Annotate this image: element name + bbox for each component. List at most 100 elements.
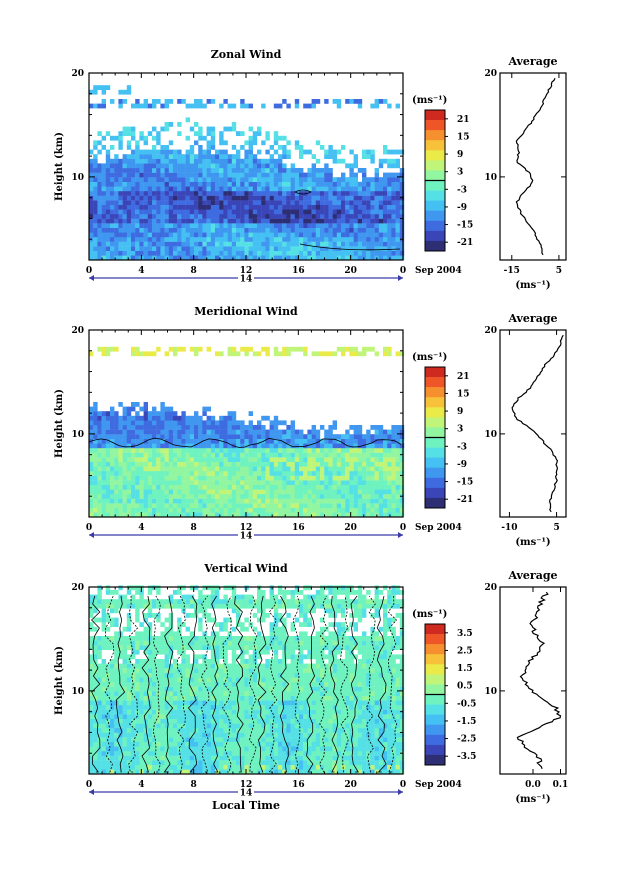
heatmap-cell: [147, 232, 153, 238]
heatmap-cell: [231, 168, 237, 173]
heatmap-cell: [135, 223, 140, 228]
heatmap-cell: [391, 195, 396, 201]
heatmap-cell: [93, 452, 98, 458]
heatmap-cell: [362, 498, 367, 504]
heatmap-cell: [198, 695, 203, 701]
heatmap-cell: [114, 186, 119, 192]
heatmap-cell: [210, 195, 216, 201]
heatmap-cell: [135, 241, 140, 247]
heatmap-cell: [341, 255, 346, 261]
heatmap-cell: [177, 746, 182, 752]
heatmap-cell: [101, 457, 106, 462]
heatmap-cell: [345, 434, 350, 439]
heatmap-cell: [97, 223, 102, 228]
heatmap-cell: [185, 672, 190, 678]
colorbar-tick-label: 15: [457, 389, 470, 399]
heatmap-cell: [198, 443, 203, 449]
heatmap-cell: [252, 172, 258, 178]
heatmap-cell: [336, 507, 342, 513]
heatmap-cell: [236, 498, 241, 504]
heatmap-cell: [311, 154, 316, 159]
heatmap-cell: [93, 457, 98, 462]
x-tick-label: 4: [138, 266, 144, 276]
heatmap-cell: [93, 594, 98, 600]
heatmap-cell: [328, 145, 333, 150]
heatmap-cell: [357, 489, 363, 495]
heatmap-cell: [315, 172, 321, 178]
heatmap-cell: [105, 434, 111, 439]
heatmap-cell: [156, 149, 161, 155]
heatmap-cell: [97, 452, 102, 458]
heatmap-cell: [89, 457, 94, 462]
heatmap-cell: [387, 103, 392, 109]
heatmap-cell: [168, 475, 174, 481]
heatmap-cell: [265, 246, 270, 251]
heatmap-cell: [227, 411, 232, 416]
heatmap-cell: [383, 498, 388, 504]
heatmap-cell: [168, 420, 174, 426]
heatmap-cell: [227, 471, 232, 476]
heatmap-cell: [269, 461, 274, 467]
heatmap-cell: [105, 723, 111, 729]
heatmap-cell: [324, 218, 329, 224]
heatmap-cell: [156, 668, 161, 673]
heatmap-cell: [114, 346, 119, 352]
heatmap-cell: [299, 214, 304, 219]
heatmap-cell: [156, 677, 161, 683]
heatmap-cell: [261, 246, 266, 251]
heatmap-cell: [164, 677, 169, 683]
heatmap-cell: [185, 645, 190, 650]
heatmap-cell: [139, 471, 144, 476]
heatmap-cell: [89, 608, 94, 614]
heatmap-cell: [374, 168, 379, 173]
heatmap-cell: [315, 438, 321, 444]
heatmap-cell: [282, 457, 287, 462]
heatmap-cell: [152, 461, 157, 467]
heatmap-cell: [97, 718, 102, 724]
heatmap-cell: [114, 429, 119, 435]
heatmap-cell: [215, 448, 220, 453]
heatmap-cell: [93, 172, 98, 178]
heatmap-cell: [349, 461, 354, 467]
heatmap-cell: [173, 163, 178, 169]
heatmap-cell: [286, 507, 291, 513]
heatmap-cell: [139, 645, 144, 650]
heatmap-cell: [131, 723, 136, 729]
heatmap-cell: [219, 425, 224, 430]
heatmap-cell: [236, 168, 241, 173]
heatmap-cell: [341, 232, 346, 238]
heatmap-cell: [215, 737, 220, 742]
heatmap-cell: [198, 512, 203, 518]
heatmap-cell: [366, 154, 371, 159]
heatmap-cell: [135, 613, 140, 618]
heatmap-cell: [101, 659, 106, 664]
heatmap-cell: [93, 489, 98, 495]
heatmap-cell: [219, 246, 224, 251]
heatmap-cell: [198, 718, 203, 724]
heatmap-cell: [198, 617, 203, 623]
heatmap-cell: [122, 480, 127, 485]
heatmap-cell: [353, 186, 358, 192]
heatmap-cell: [126, 512, 132, 518]
heatmap-cell: [101, 663, 106, 669]
heatmap-cell: [215, 764, 220, 770]
heatmap-cell: [177, 438, 182, 444]
heatmap-cell: [215, 728, 220, 733]
heatmap-cell: [336, 204, 342, 210]
heatmap-cell: [181, 177, 186, 182]
heatmap-cell: [105, 250, 111, 256]
heatmap-cell: [194, 457, 199, 462]
heatmap-cell: [265, 480, 270, 485]
heatmap-cell: [273, 425, 279, 430]
heatmap-cell: [261, 227, 266, 233]
heatmap-cell: [248, 494, 253, 499]
heatmap-cell: [332, 498, 337, 504]
heatmap-cell: [105, 714, 111, 719]
heatmap-cell: [252, 498, 258, 504]
heatmap-cell: [198, 246, 203, 251]
heatmap-cell: [341, 214, 346, 219]
heatmap-cell: [173, 769, 178, 775]
heatmap-cell: [97, 149, 102, 155]
heatmap-cell: [223, 737, 228, 742]
